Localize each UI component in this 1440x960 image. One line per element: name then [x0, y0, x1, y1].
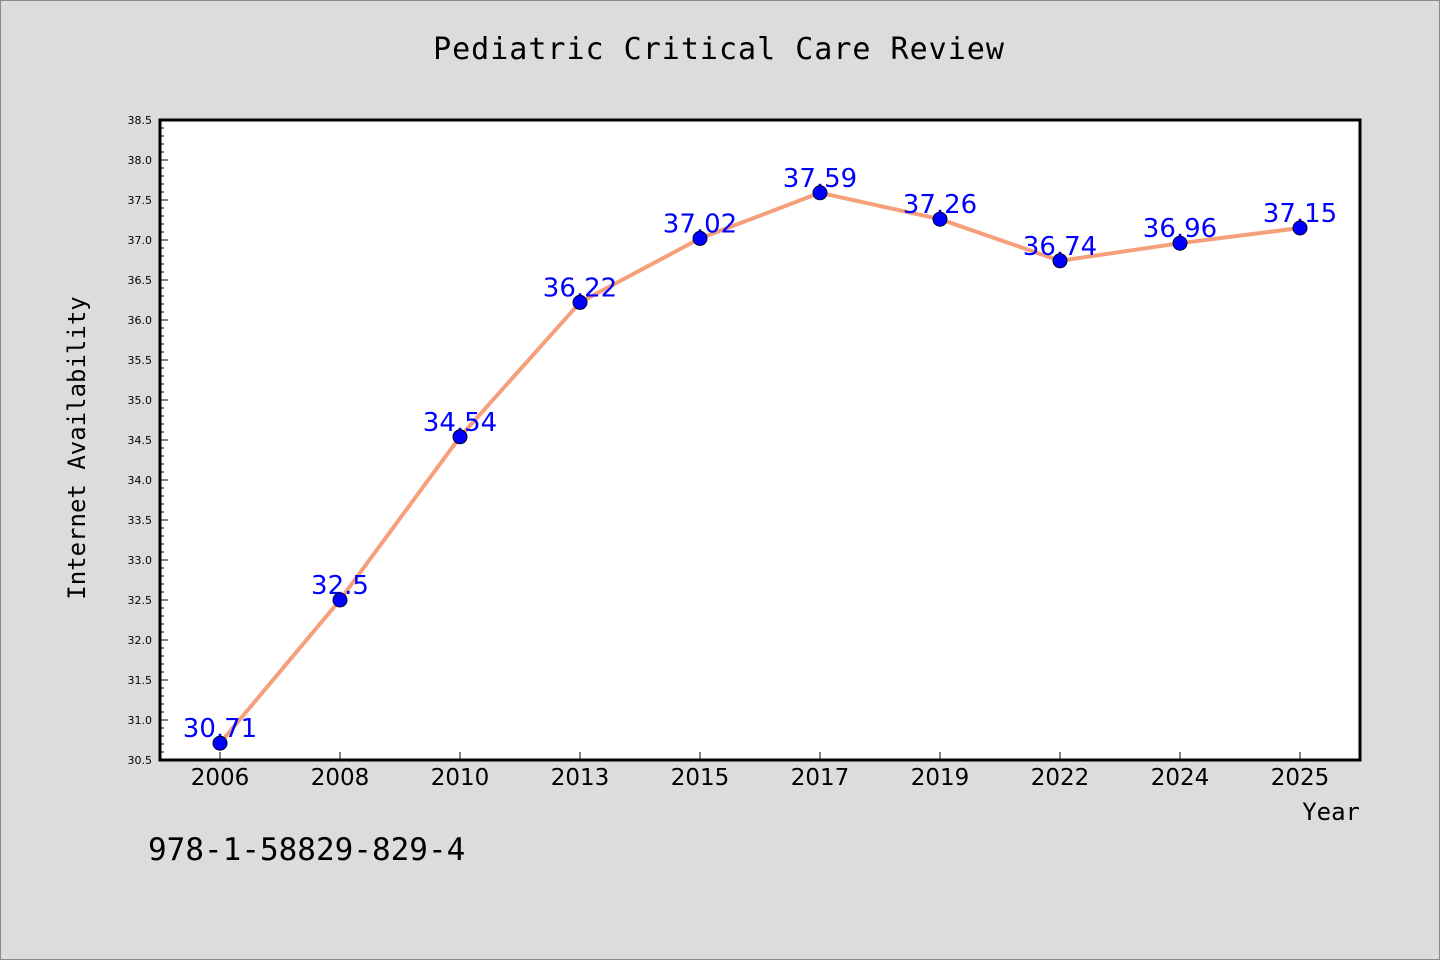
y-tick-label: 35.0 [128, 394, 153, 407]
y-tick-label: 36.5 [128, 274, 153, 287]
data-point [452, 429, 468, 445]
data-point [212, 735, 228, 751]
y-tick-label: 33.5 [128, 514, 153, 527]
y-axis-label: Internet Availability [63, 296, 91, 599]
x-tick-label: 2022 [1031, 765, 1090, 791]
series-line [218, 190, 1301, 745]
y-tick-label: 31.0 [128, 714, 153, 727]
x-tick-label: 2010 [431, 765, 490, 791]
x-tick-label: 2015 [671, 765, 730, 791]
x-axis: 2006 2008 2010 2013 2015 2017 2019 2022 2024 2025 [191, 752, 1330, 791]
y-tick-label: 37.5 [128, 194, 153, 207]
x-tick-label: 2017 [791, 765, 850, 791]
chart-title: Pediatric Critical Care Review [433, 32, 1005, 67]
y-tick-label: 36.0 [128, 314, 153, 327]
x-tick-label: 2019 [911, 765, 970, 791]
x-tick-label: 2024 [1151, 765, 1210, 791]
footer-code: 978-1-58829-829-4 [148, 832, 466, 868]
x-tick-label: 2006 [191, 765, 250, 791]
y-tick-label: 34.5 [128, 434, 153, 447]
x-axis-label: Year [1302, 798, 1360, 826]
plot-frame [158, 118, 1362, 762]
data-point [1052, 253, 1068, 269]
y-tick-label: 38.5 [128, 114, 153, 127]
y-tick-label: 32.5 [128, 594, 153, 607]
data-point [692, 230, 708, 246]
y-tick-label: 34.0 [128, 474, 153, 487]
x-tick-label: 2008 [311, 765, 370, 791]
y-tick-label: 38.0 [128, 154, 153, 167]
y-tick-label: 31.5 [128, 674, 153, 687]
x-tick-label: 2013 [551, 765, 610, 791]
x-tick-label: 2025 [1271, 765, 1330, 791]
y-tick-label: 30.5 [128, 754, 153, 767]
y-tick-label: 35.5 [128, 354, 153, 367]
y-tick-label: 32.0 [128, 634, 153, 647]
data-point [1172, 235, 1188, 251]
series-markers [212, 185, 1308, 751]
data-point [932, 211, 948, 227]
y-tick-label: 37.0 [128, 234, 153, 247]
data-point [812, 185, 828, 201]
data-point [332, 592, 348, 608]
data-point [572, 294, 588, 310]
y-tick-label: 33.0 [128, 554, 153, 567]
data-point [1292, 220, 1308, 236]
plot-background [160, 120, 1360, 760]
